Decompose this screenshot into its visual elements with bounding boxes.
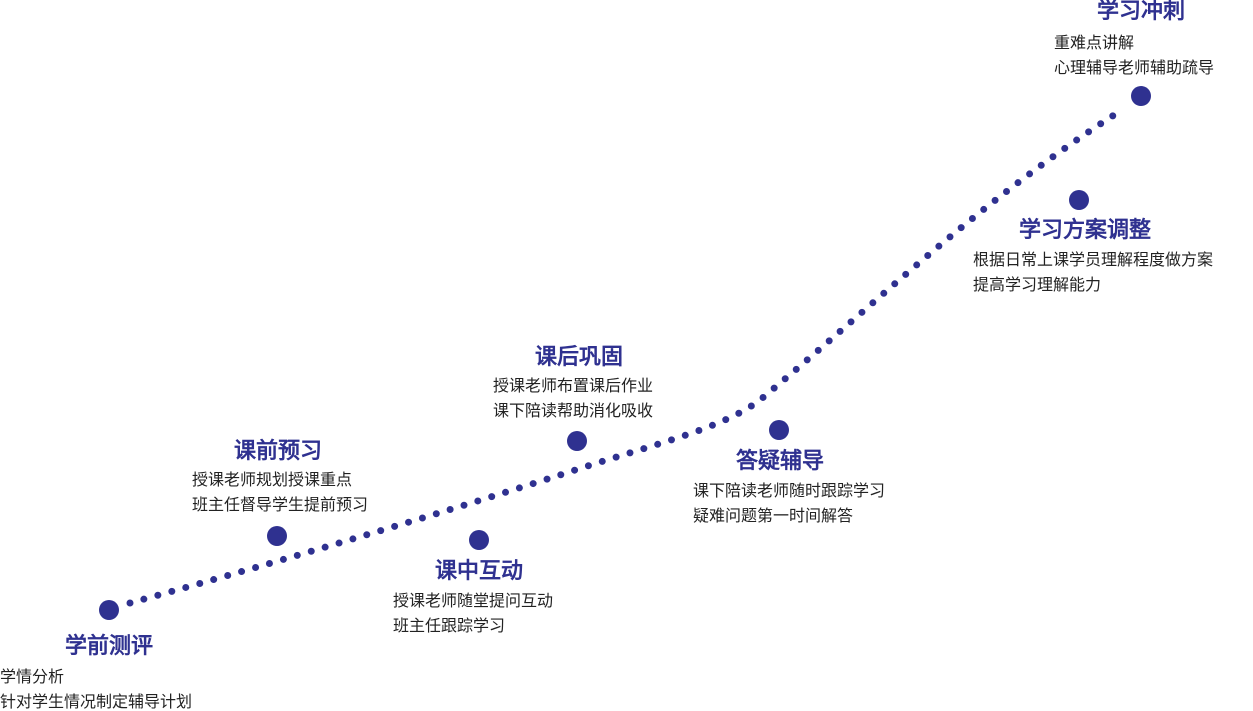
milestone-text: 授课老师规划授课重点: [192, 470, 353, 489]
milestone-dot: [469, 530, 489, 550]
milestone-title: 学习冲刺: [1096, 0, 1186, 24]
milestone-text: 授课老师随堂提问互动: [393, 591, 554, 610]
milestone-title: 学前测评: [64, 634, 154, 659]
milestone-text: 课下陪读老师随时跟踪学习: [693, 481, 886, 500]
milestone-text: 根据日常上课学员理解程度做方案: [973, 250, 1214, 269]
milestone-text: 疑难问题第一时间解答: [693, 506, 854, 525]
milestone-text: 班主任督导学生提前预习: [192, 495, 369, 514]
milestone-title: 课后巩固: [534, 345, 624, 370]
milestone-text: 班主任跟踪学习: [393, 616, 506, 635]
milestone-title: 课中互动: [434, 559, 524, 584]
milestone-dot: [567, 431, 587, 451]
milestone-dot: [99, 600, 119, 620]
dotted-path: [126, 104, 1129, 607]
milestone-title: 学习方案调整: [1018, 218, 1152, 243]
milestone-title: 课前预习: [233, 439, 323, 464]
milestone-text: 学情分析: [0, 667, 65, 686]
milestone-text: 授课老师布置课后作业: [493, 376, 654, 395]
milestone-text: 提高学习理解能力: [973, 275, 1102, 294]
milestone-dot: [1131, 86, 1151, 106]
milestone-text: 重难点讲解: [1054, 33, 1135, 52]
milestone-title: 答疑辅导: [735, 449, 825, 474]
milestone-text: 心理辅导老师辅助疏导: [1054, 58, 1215, 77]
milestone-text: 课下陪读帮助消化吸收: [493, 401, 654, 420]
milestone-dot: [1069, 190, 1089, 210]
milestone-dot: [267, 526, 287, 546]
milestone-dot: [769, 420, 789, 440]
milestone-text: 针对学生情况制定辅导计划: [0, 692, 193, 711]
